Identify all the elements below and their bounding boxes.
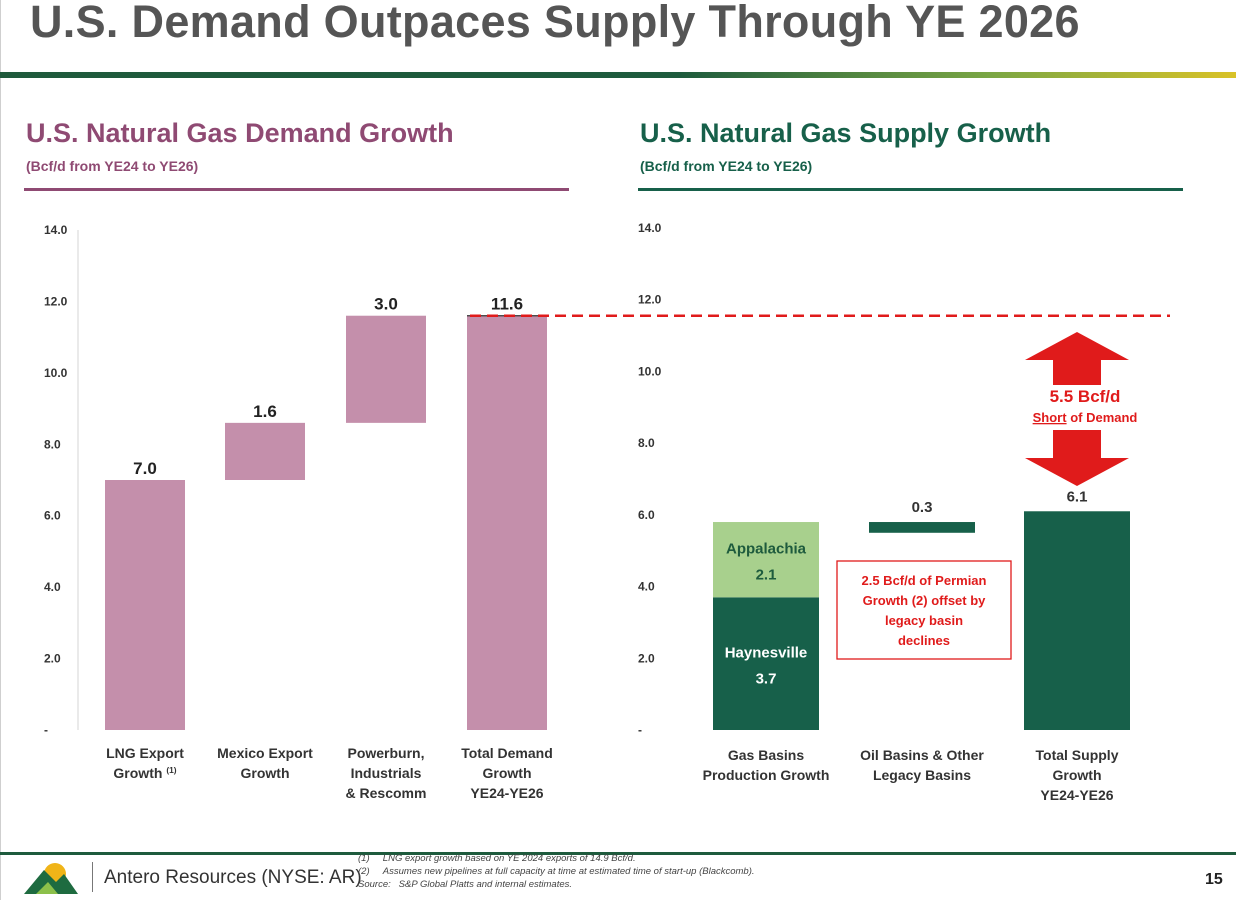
supply-category-label: Total Supply (1036, 747, 1119, 763)
demand-category-label: Mexico Export (217, 745, 313, 761)
demand-chart-subtitle: (Bcf/d from YE24 to YE26) (26, 158, 199, 174)
supply-y-tick-label: 14.0 (638, 221, 662, 235)
demand-y-tick-label: 6.0 (44, 509, 61, 523)
supply-bar-value-label: 6.1 (1067, 488, 1088, 505)
title-underline-bar (0, 72, 1236, 78)
supply-category-label: Production Growth (703, 767, 830, 783)
gap-text-label: Short of Demand (1033, 410, 1138, 425)
permian-annotation-line: Growth (2) offset by (863, 593, 987, 608)
demand-bar (225, 422, 305, 480)
supply-y-tick-label: - (638, 723, 642, 737)
supply-segment-value-label: 2.1 (756, 567, 777, 584)
permian-annotation-line: declines (898, 633, 950, 648)
permian-annotation-line: 2.5 Bcf/d of Permian (862, 573, 987, 588)
demand-y-tick-label: 2.0 (44, 652, 61, 666)
supply-category-label: Gas Basins (728, 747, 804, 763)
supply-chart-subtitle: (Bcf/d from YE24 to YE26) (640, 158, 813, 174)
permian-annotation-box (836, 560, 1012, 660)
supply-bar-total-supply (1024, 511, 1130, 730)
demand-chart-title: U.S. Natural Gas Demand Growth (26, 118, 454, 148)
demand-category-label: Growth (241, 765, 290, 781)
demand-category-label: & Rescomm (346, 785, 427, 801)
supply-segment-name-label: Haynesville (725, 645, 808, 662)
demand-bar-value-label: 3.0 (374, 295, 398, 314)
demand-category-label: Industrials (351, 765, 422, 781)
supply-chart-title: U.S. Natural Gas Supply Growth (640, 118, 1052, 148)
demand-category-label: Total Demand (461, 745, 553, 761)
demand-bar-value-label: 11.6 (491, 295, 523, 314)
supply-y-tick-label: 6.0 (638, 508, 655, 522)
slide-title: U.S. Demand Outpaces Supply Through YE 2… (30, 0, 1080, 47)
demand-y-tick-label: 10.0 (44, 366, 68, 380)
antero-logo-icon (24, 863, 78, 894)
supply-segment-value-label: 3.7 (756, 671, 777, 688)
demand-y-tick-label: 8.0 (44, 437, 61, 451)
footnotes: (1) LNG export growth based on YE 2024 e… (358, 852, 755, 891)
supply-bar-appalachia (713, 522, 819, 598)
charts-canvas: 14.0 12.0 10.0 8.0 6.0 4.0 2.0 - 7.0 LNG Export Gr… (44, 221, 1170, 803)
supply-bar-value-label: 0.3 (912, 499, 933, 516)
supply-category-label: Legacy Basins (873, 767, 971, 783)
demand-category-label: Growth (483, 765, 532, 781)
down-arrow-icon (1025, 430, 1129, 486)
supply-y-tick-label: 10.0 (638, 364, 662, 378)
demand-category-label: Growth (1) (113, 765, 176, 781)
demand-bar (346, 315, 426, 423)
footer-divider (92, 862, 93, 892)
demand-category-label: Powerburn, (347, 745, 424, 761)
footnote-2: (2) Assumes new pipelines at full capaci… (358, 866, 755, 877)
demand-category-label: LNG Export (106, 745, 184, 761)
demand-bar (467, 315, 547, 730)
supply-segment-name-label: Appalachia (726, 541, 807, 558)
permian-annotation-line: legacy basin (885, 613, 963, 628)
supply-bar-haynesville (713, 597, 819, 730)
supply-bar-oil-basins-other-legacy-basins (869, 522, 975, 533)
demand-y-tick-label: - (44, 723, 48, 737)
supply-category-label: YE24-YE26 (1040, 787, 1113, 803)
demand-bar-value-label: 1.6 (253, 402, 277, 421)
supply-y-tick-label: 2.0 (638, 651, 655, 665)
supply-y-tick-label: 12.0 (638, 293, 662, 307)
company-name: Antero Resources (NYSE: AR) (104, 867, 362, 888)
supply-category-label: Oil Basins & Other (860, 747, 984, 763)
demand-bar (105, 480, 185, 730)
page-number: 15 (1205, 871, 1223, 888)
gap-value-label: 5.5 Bcf/d (1050, 387, 1121, 406)
supply-y-tick-label: 4.0 (638, 580, 655, 594)
demand-y-tick-label: 4.0 (44, 580, 61, 594)
demand-title-rule (24, 188, 569, 191)
demand-bar-value-label: 7.0 (133, 459, 157, 478)
footer-line (0, 852, 1236, 855)
demand-y-tick-label: 14.0 (44, 223, 68, 237)
supply-y-tick-label: 8.0 (638, 436, 655, 450)
up-arrow-icon (1025, 332, 1129, 385)
demand-category-label: YE24-YE26 (470, 785, 543, 801)
supply-title-rule (638, 188, 1183, 191)
footnote-source: Source: S&P Global Platts and internal e… (358, 879, 573, 890)
footnote-1: (1) LNG export growth based on YE 2024 e… (358, 853, 636, 864)
supply-category-label: Growth (1053, 767, 1102, 783)
demand-y-tick-label: 12.0 (44, 294, 68, 308)
slide-left-border (0, 0, 1, 900)
